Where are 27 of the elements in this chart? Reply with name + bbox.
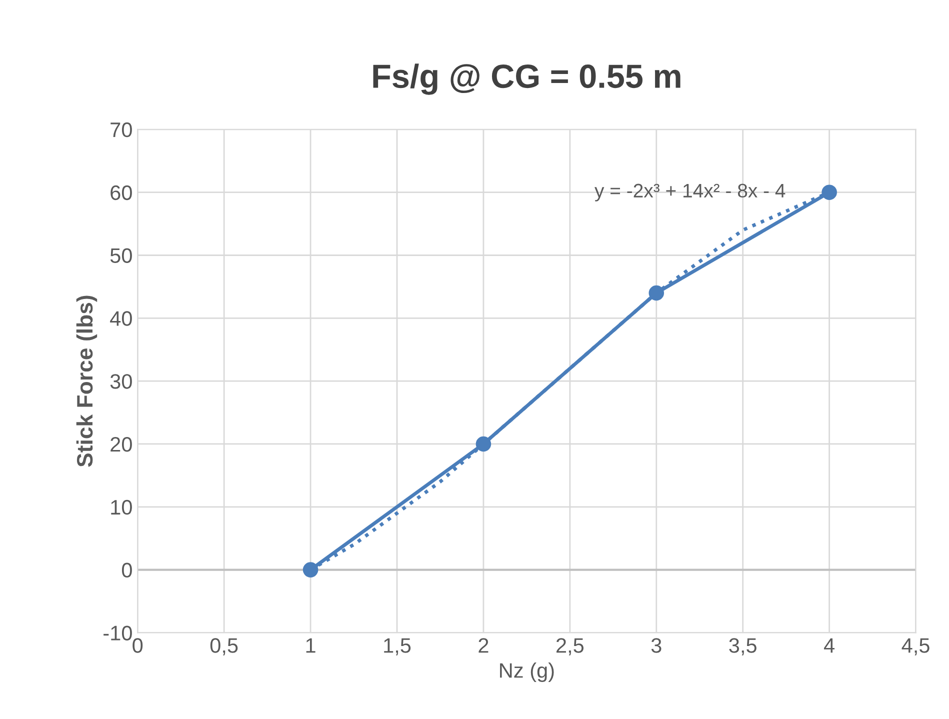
point <box>648 285 664 301</box>
x-tick-label: 0,5 <box>210 638 238 656</box>
x-tick-label: 0 <box>132 638 143 653</box>
x-tick-label: 1,5 <box>384 638 411 656</box>
y-tick-label: -10 <box>104 626 132 640</box>
x-tick-label: 1 <box>306 638 316 653</box>
y-tick-label: 40 <box>110 311 132 326</box>
point <box>476 436 492 452</box>
y-tick-label: 60 <box>110 185 132 200</box>
y-tick-label: 0 <box>122 562 132 578</box>
y-axis-title: Stick Force (lbs) <box>76 296 98 467</box>
chart-title: Fs/g @ CG = 0.55 m <box>373 64 680 95</box>
point <box>822 184 837 200</box>
x-tick-label: 2 <box>478 638 488 653</box>
x-tick-label: 3,5 <box>729 638 756 656</box>
annotation: y = -2x³ + 14x² - 8x - 4 <box>594 184 786 202</box>
x-axis-title: Nz (g) <box>500 662 554 682</box>
y-tick-label: 70 <box>110 122 132 138</box>
point <box>302 562 318 578</box>
y-tick-label: 20 <box>110 436 132 452</box>
x-tick-label: 3 <box>651 638 662 653</box>
y-tick-label: 30 <box>110 374 132 389</box>
y-tick-label: 50 <box>110 248 132 263</box>
y-tick-label: 10 <box>111 500 132 515</box>
x-tick-label: 4 <box>824 638 835 653</box>
x-tick-label: 4,5 <box>902 638 930 656</box>
x-tick-label: 2,5 <box>556 638 584 656</box>
